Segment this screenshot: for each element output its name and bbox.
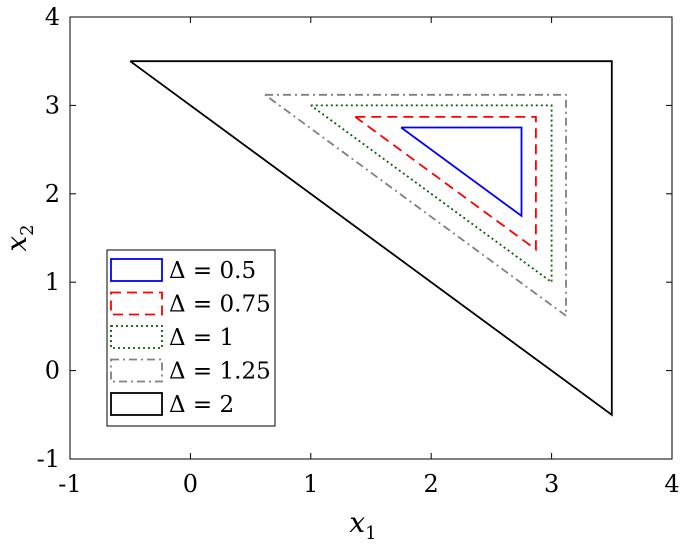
legend-label-1: Δ = 0.5 bbox=[169, 258, 256, 284]
y-axis-label: x2 bbox=[0, 224, 38, 251]
x-tick-label: -1 bbox=[58, 470, 81, 498]
series-layer bbox=[129, 60, 613, 417]
y-tick-label: 4 bbox=[45, 3, 60, 31]
series-line-1 bbox=[400, 126, 523, 218]
series-line-2 bbox=[354, 116, 537, 252]
series-line-5 bbox=[129, 60, 613, 417]
x-tick-label: 1 bbox=[303, 470, 318, 498]
series-line-3 bbox=[310, 104, 553, 284]
legend-swatch-3 bbox=[110, 325, 163, 349]
legend-swatch-5 bbox=[110, 392, 163, 416]
x-axis-label: x1 bbox=[349, 506, 376, 543]
x-tick-label: 0 bbox=[183, 470, 198, 498]
plot-frame bbox=[69, 16, 673, 460]
legend-label-3: Δ = 1 bbox=[169, 325, 234, 351]
series-line-4 bbox=[264, 93, 567, 318]
legend: Δ = 0.5 Δ = 0.75 Δ = 1 Δ = 1.25 Δ = 2 bbox=[106, 249, 276, 427]
x-tick-label: 4 bbox=[664, 470, 679, 498]
labels-layer: x1 x2 bbox=[0, 224, 377, 544]
legend-box bbox=[106, 249, 276, 427]
y-tick-label: 1 bbox=[45, 268, 60, 296]
x-tick-label: 2 bbox=[424, 470, 439, 498]
x-tick-label: 3 bbox=[544, 470, 559, 498]
legend-swatch-2 bbox=[110, 291, 163, 316]
legend-label-5: Δ = 2 bbox=[169, 392, 234, 418]
legend-label-4: Δ = 1.25 bbox=[169, 359, 271, 385]
y-tick-label: 2 bbox=[45, 180, 60, 208]
ticks-layer: -1 0 1 2 3 4 -1 0 1 2 3 4 bbox=[37, 3, 680, 498]
y-tick-label: 3 bbox=[45, 91, 60, 119]
y-tick-label: 0 bbox=[45, 357, 60, 385]
legend-swatch-4 bbox=[110, 358, 163, 383]
y-tick-label: -1 bbox=[37, 445, 60, 473]
legend-swatch-1 bbox=[110, 258, 163, 282]
legend-label-2: Δ = 0.75 bbox=[169, 292, 271, 318]
